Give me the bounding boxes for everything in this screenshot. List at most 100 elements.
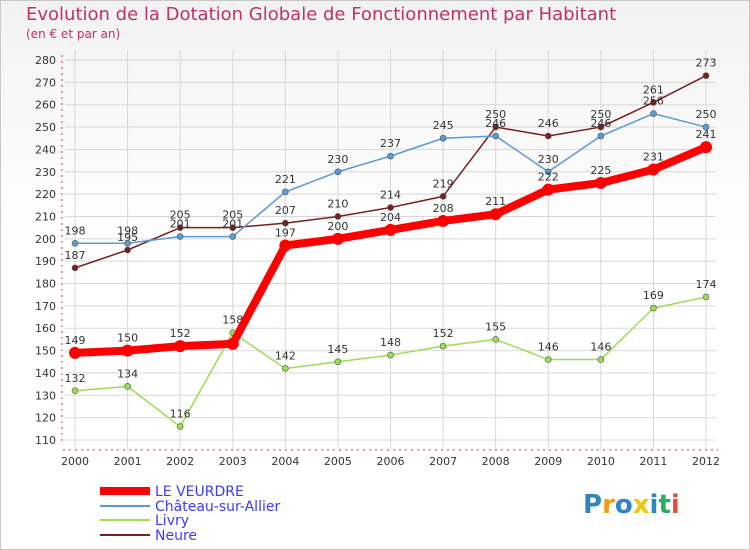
legend-label: LE VEURDRE <box>155 484 244 500</box>
data-point <box>71 239 79 247</box>
data-label: 214 <box>380 189 401 202</box>
data-point <box>647 163 660 176</box>
data-point <box>176 224 184 231</box>
x-tick-label: 2000 <box>61 455 89 468</box>
logo-letter: t <box>658 490 671 520</box>
data-point <box>437 214 450 227</box>
logo-letter: x <box>632 490 650 520</box>
logo-letter: r <box>602 490 615 520</box>
y-tick-label: 110 <box>35 434 56 447</box>
chart-subtitle: (en € et par an) <box>26 27 121 41</box>
data-label: 225 <box>590 164 611 177</box>
data-point <box>226 337 239 350</box>
data-point <box>69 346 81 359</box>
y-tick-label: 260 <box>35 99 56 112</box>
data-label: 132 <box>65 372 86 385</box>
x-tick-label: 2005 <box>324 455 352 468</box>
data-point <box>387 152 394 160</box>
x-tick-label: 2011 <box>639 455 667 468</box>
y-tick-label: 220 <box>35 188 56 201</box>
x-tick-label: 2008 <box>482 455 510 468</box>
y-tick-label: 140 <box>35 367 56 380</box>
data-label: 261 <box>643 83 664 96</box>
legend-swatch <box>100 504 150 507</box>
logo-letter: i <box>649 490 659 520</box>
data-label: 197 <box>275 227 296 240</box>
data-point <box>334 358 342 366</box>
proxiti-logo: Proxiti <box>583 490 680 520</box>
data-label: 222 <box>538 171 559 184</box>
data-label: 148 <box>380 336 401 349</box>
data-point <box>384 223 397 236</box>
y-tick-label: 240 <box>35 143 56 156</box>
y-tick-label: 130 <box>35 389 56 402</box>
x-tick-label: 2004 <box>271 455 299 468</box>
data-point <box>702 123 710 131</box>
x-tick-label: 2006 <box>377 455 405 468</box>
data-point <box>594 176 607 189</box>
data-label: 230 <box>538 153 559 166</box>
data-label: 211 <box>485 195 506 208</box>
legend-label: Neure <box>155 527 198 544</box>
data-label: 201 <box>222 218 243 231</box>
data-point <box>544 356 552 363</box>
data-label: 152 <box>170 327 191 340</box>
legend-swatch <box>100 487 150 495</box>
data-point <box>282 365 289 372</box>
data-label: 116 <box>170 408 191 421</box>
data-point <box>492 132 499 140</box>
data-point <box>71 264 79 272</box>
y-tick-label: 200 <box>35 233 56 246</box>
x-tick-label: 2003 <box>219 455 247 468</box>
data-label: 149 <box>65 334 86 347</box>
data-label: 152 <box>433 327 454 340</box>
y-tick-label: 230 <box>35 166 56 179</box>
y-tick-label: 180 <box>35 278 56 291</box>
data-label: 158 <box>222 314 243 327</box>
chart-title: Evolution de la Dotation Globale de Fonc… <box>26 4 617 25</box>
y-tick-label: 250 <box>35 121 56 134</box>
data-label: 207 <box>275 204 296 217</box>
data-point <box>279 239 292 252</box>
data-label: 142 <box>275 349 296 362</box>
y-tick-label: 120 <box>35 412 56 425</box>
data-point <box>597 123 605 131</box>
data-label: 187 <box>65 249 86 262</box>
data-point <box>176 233 184 240</box>
data-label: 246 <box>485 117 506 130</box>
data-label: 146 <box>538 341 559 354</box>
data-label: 230 <box>327 153 348 166</box>
data-point <box>387 351 394 359</box>
data-label: 246 <box>538 117 559 130</box>
x-tick-label: 2010 <box>587 455 615 468</box>
data-point <box>331 232 344 245</box>
data-point <box>334 213 342 220</box>
data-point <box>542 183 555 196</box>
data-point <box>439 193 447 200</box>
data-label: 237 <box>380 137 401 150</box>
y-tick-label: 150 <box>35 345 56 358</box>
y-tick-label: 280 <box>35 54 56 67</box>
data-point <box>282 188 289 196</box>
x-tick-label: 2001 <box>114 455 142 468</box>
data-point <box>439 342 447 350</box>
data-label: 208 <box>433 202 454 215</box>
data-label: 146 <box>590 341 611 354</box>
data-point <box>650 304 657 312</box>
data-label: 201 <box>170 218 191 231</box>
data-point <box>544 168 552 176</box>
data-label: 210 <box>327 197 348 210</box>
data-point <box>124 239 131 247</box>
data-point <box>544 132 552 140</box>
y-tick-label: 270 <box>35 76 56 89</box>
legend-label: Livry <box>155 513 190 529</box>
data-label: 200 <box>327 220 348 233</box>
data-label: 169 <box>643 289 664 302</box>
data-point <box>229 224 237 231</box>
logo-letter: P <box>583 490 603 520</box>
data-label: 256 <box>643 95 664 108</box>
y-tick-label: 170 <box>35 300 56 313</box>
legend-swatch <box>100 533 150 536</box>
data-point <box>71 387 79 395</box>
